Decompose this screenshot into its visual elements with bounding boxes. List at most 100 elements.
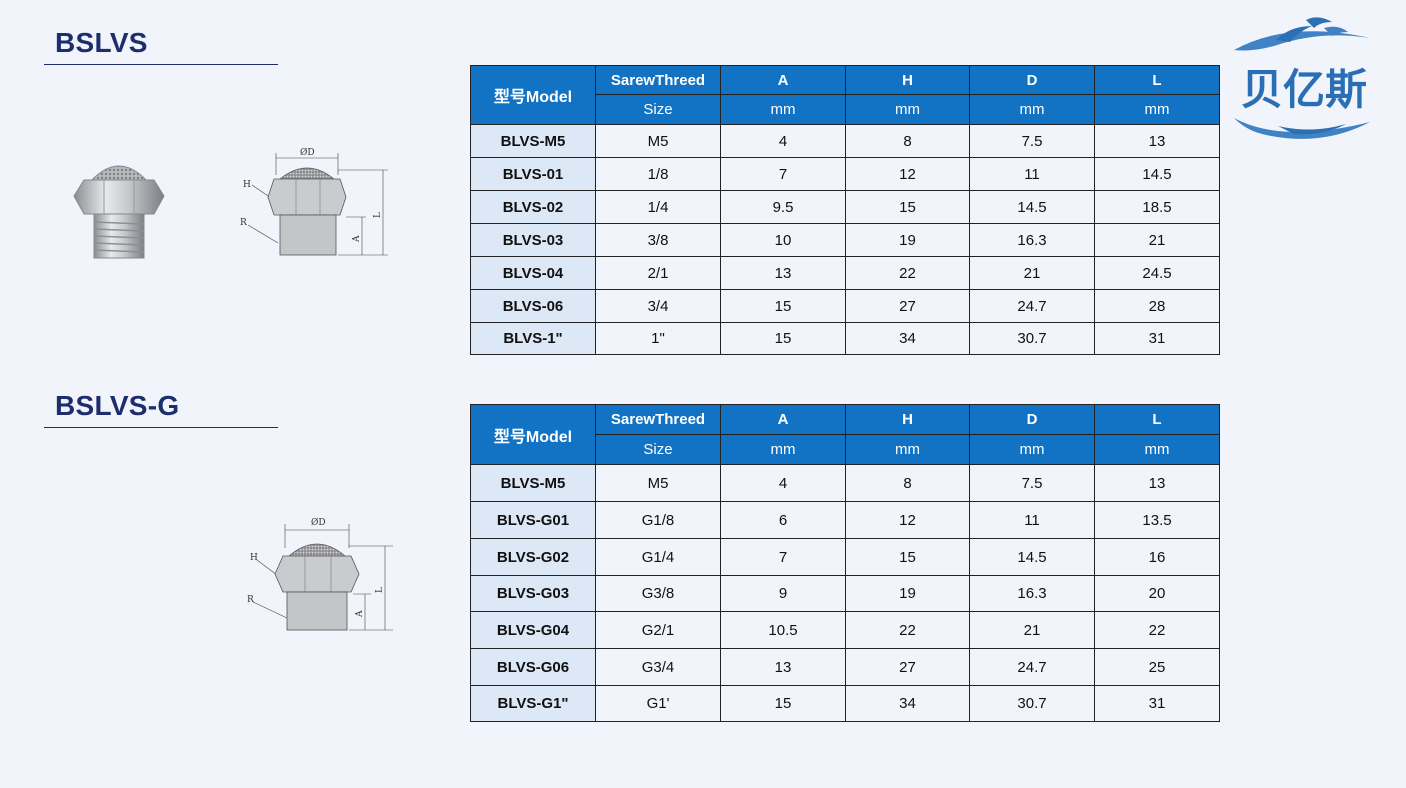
cell-h: 12 bbox=[845, 501, 970, 539]
cell-size: G1/8 bbox=[595, 501, 721, 539]
cell-l: 22 bbox=[1094, 611, 1220, 649]
dim-label-h: H bbox=[250, 553, 258, 563]
header-thread-sub: Size bbox=[595, 94, 721, 125]
cell-h: 19 bbox=[845, 223, 970, 257]
cell-h: 15 bbox=[845, 538, 970, 576]
dim-label-diameter: ØD bbox=[311, 517, 326, 528]
section-title-bslvs-g: BSLVS-G bbox=[55, 390, 180, 421]
cell-d: 21 bbox=[969, 256, 1095, 290]
header-l-unit: mm bbox=[1094, 94, 1220, 125]
cell-a: 7 bbox=[720, 157, 846, 191]
header-d: D bbox=[969, 65, 1095, 95]
header-l-unit: mm bbox=[1094, 434, 1220, 465]
cell-d: 21 bbox=[969, 611, 1095, 649]
table-row: BLVS-G03 G3/8 9 19 16.3 20 bbox=[470, 575, 1220, 612]
cell-d: 24.7 bbox=[969, 289, 1095, 323]
header-d-unit: mm bbox=[969, 94, 1095, 125]
cell-model: BLVS-G03 bbox=[470, 575, 596, 612]
header-d-unit: mm bbox=[969, 434, 1095, 465]
cell-d: 11 bbox=[969, 501, 1095, 539]
cell-size: M5 bbox=[595, 124, 721, 158]
cell-a: 4 bbox=[720, 464, 846, 502]
section-underline bbox=[44, 64, 278, 65]
spec-table-bslvs-g: 型号Model SarewThreed A H D L Size mm mm m… bbox=[470, 404, 1220, 722]
dim-label-diameter: ØD bbox=[300, 147, 315, 158]
cell-model: BLVS-M5 bbox=[470, 124, 596, 158]
dim-label-a: A bbox=[355, 610, 365, 618]
cell-d: 30.7 bbox=[969, 685, 1095, 722]
cell-a: 15 bbox=[720, 322, 846, 355]
table-row: BLVS-03 3/8 10 19 16.3 21 bbox=[470, 223, 1220, 257]
cell-h: 27 bbox=[845, 648, 970, 686]
dim-label-r: R bbox=[247, 595, 254, 605]
cell-a: 10.5 bbox=[720, 611, 846, 649]
cell-h: 15 bbox=[845, 190, 970, 224]
cell-size: 2/1 bbox=[595, 256, 721, 290]
cell-h: 8 bbox=[845, 124, 970, 158]
cell-size: 1" bbox=[595, 322, 721, 355]
cell-h: 12 bbox=[845, 157, 970, 191]
cell-l: 31 bbox=[1094, 685, 1220, 722]
table-row: BLVS-G1" G1' 15 34 30.7 31 bbox=[470, 685, 1220, 722]
cell-a: 4 bbox=[720, 124, 846, 158]
cell-size: 1/8 bbox=[595, 157, 721, 191]
cell-model: BLVS-03 bbox=[470, 223, 596, 257]
cell-h: 22 bbox=[845, 611, 970, 649]
logo-text: 贝亿斯 bbox=[1241, 65, 1367, 114]
spec-table-bslvs: 型号Model SarewThreed A H D L Size mm mm m… bbox=[470, 65, 1220, 355]
cell-l: 13.5 bbox=[1094, 501, 1220, 539]
table-row: BLVS-G02 G1/4 7 15 14.5 16 bbox=[470, 538, 1220, 576]
cell-a: 9.5 bbox=[720, 190, 846, 224]
cell-model: BLVS-02 bbox=[470, 190, 596, 224]
cell-d: 7.5 bbox=[969, 124, 1095, 158]
dim-label-l: L bbox=[375, 587, 385, 593]
header-h: H bbox=[845, 404, 970, 435]
cell-model: BLVS-G02 bbox=[470, 538, 596, 576]
cell-l: 18.5 bbox=[1094, 190, 1220, 224]
technical-drawing: ØD H R A L bbox=[240, 147, 388, 256]
cell-l: 13 bbox=[1094, 124, 1220, 158]
cell-l: 21 bbox=[1094, 223, 1220, 257]
cell-a: 6 bbox=[720, 501, 846, 539]
technical-drawing: ØD H R A L bbox=[247, 517, 393, 631]
cell-a: 7 bbox=[720, 538, 846, 576]
section-underline bbox=[44, 427, 278, 428]
cell-size: 3/8 bbox=[595, 223, 721, 257]
header-a: A bbox=[720, 65, 846, 95]
cell-size: M5 bbox=[595, 464, 721, 502]
cell-a: 10 bbox=[720, 223, 846, 257]
cell-size: 1/4 bbox=[595, 190, 721, 224]
cell-l: 20 bbox=[1094, 575, 1220, 612]
cell-model: BLVS-04 bbox=[470, 256, 596, 290]
section-title-bslvs: BSLVS bbox=[55, 27, 148, 58]
cell-size: G1' bbox=[595, 685, 721, 722]
cell-model: BLVS-G01 bbox=[470, 501, 596, 539]
cell-model: BLVS-G1" bbox=[470, 685, 596, 722]
header-h: H bbox=[845, 65, 970, 95]
cell-d: 14.5 bbox=[969, 190, 1095, 224]
cell-l: 16 bbox=[1094, 538, 1220, 576]
brand-logo: 贝亿斯 bbox=[1234, 17, 1370, 139]
table-row: BLVS-M5 M5 4 8 7.5 13 bbox=[470, 124, 1220, 158]
cell-size: G1/4 bbox=[595, 538, 721, 576]
cell-d: 16.3 bbox=[969, 223, 1095, 257]
cell-h: 19 bbox=[845, 575, 970, 612]
cell-l: 14.5 bbox=[1094, 157, 1220, 191]
dim-label-h: H bbox=[243, 180, 251, 190]
cell-h: 34 bbox=[845, 685, 970, 722]
table-row: BLVS-02 1/4 9.5 15 14.5 18.5 bbox=[470, 190, 1220, 224]
header-model: 型号Model bbox=[470, 404, 596, 465]
cell-model: BLVS-G04 bbox=[470, 611, 596, 649]
cell-a: 13 bbox=[720, 256, 846, 290]
cell-model: BLVS-1" bbox=[470, 322, 596, 355]
header-a-unit: mm bbox=[720, 434, 846, 465]
cell-size: G3/8 bbox=[595, 575, 721, 612]
cell-a: 9 bbox=[720, 575, 846, 612]
cell-h: 8 bbox=[845, 464, 970, 502]
table-row: BLVS-06 3/4 15 27 24.7 28 bbox=[470, 289, 1220, 323]
cell-model: BLVS-G06 bbox=[470, 648, 596, 686]
cell-size: 3/4 bbox=[595, 289, 721, 323]
cell-a: 13 bbox=[720, 648, 846, 686]
dim-label-a: A bbox=[352, 235, 362, 243]
cell-l: 13 bbox=[1094, 464, 1220, 502]
